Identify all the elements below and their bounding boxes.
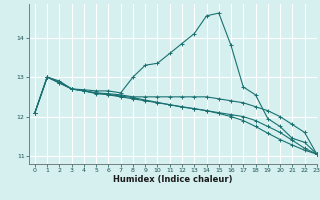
X-axis label: Humidex (Indice chaleur): Humidex (Indice chaleur) <box>113 175 233 184</box>
